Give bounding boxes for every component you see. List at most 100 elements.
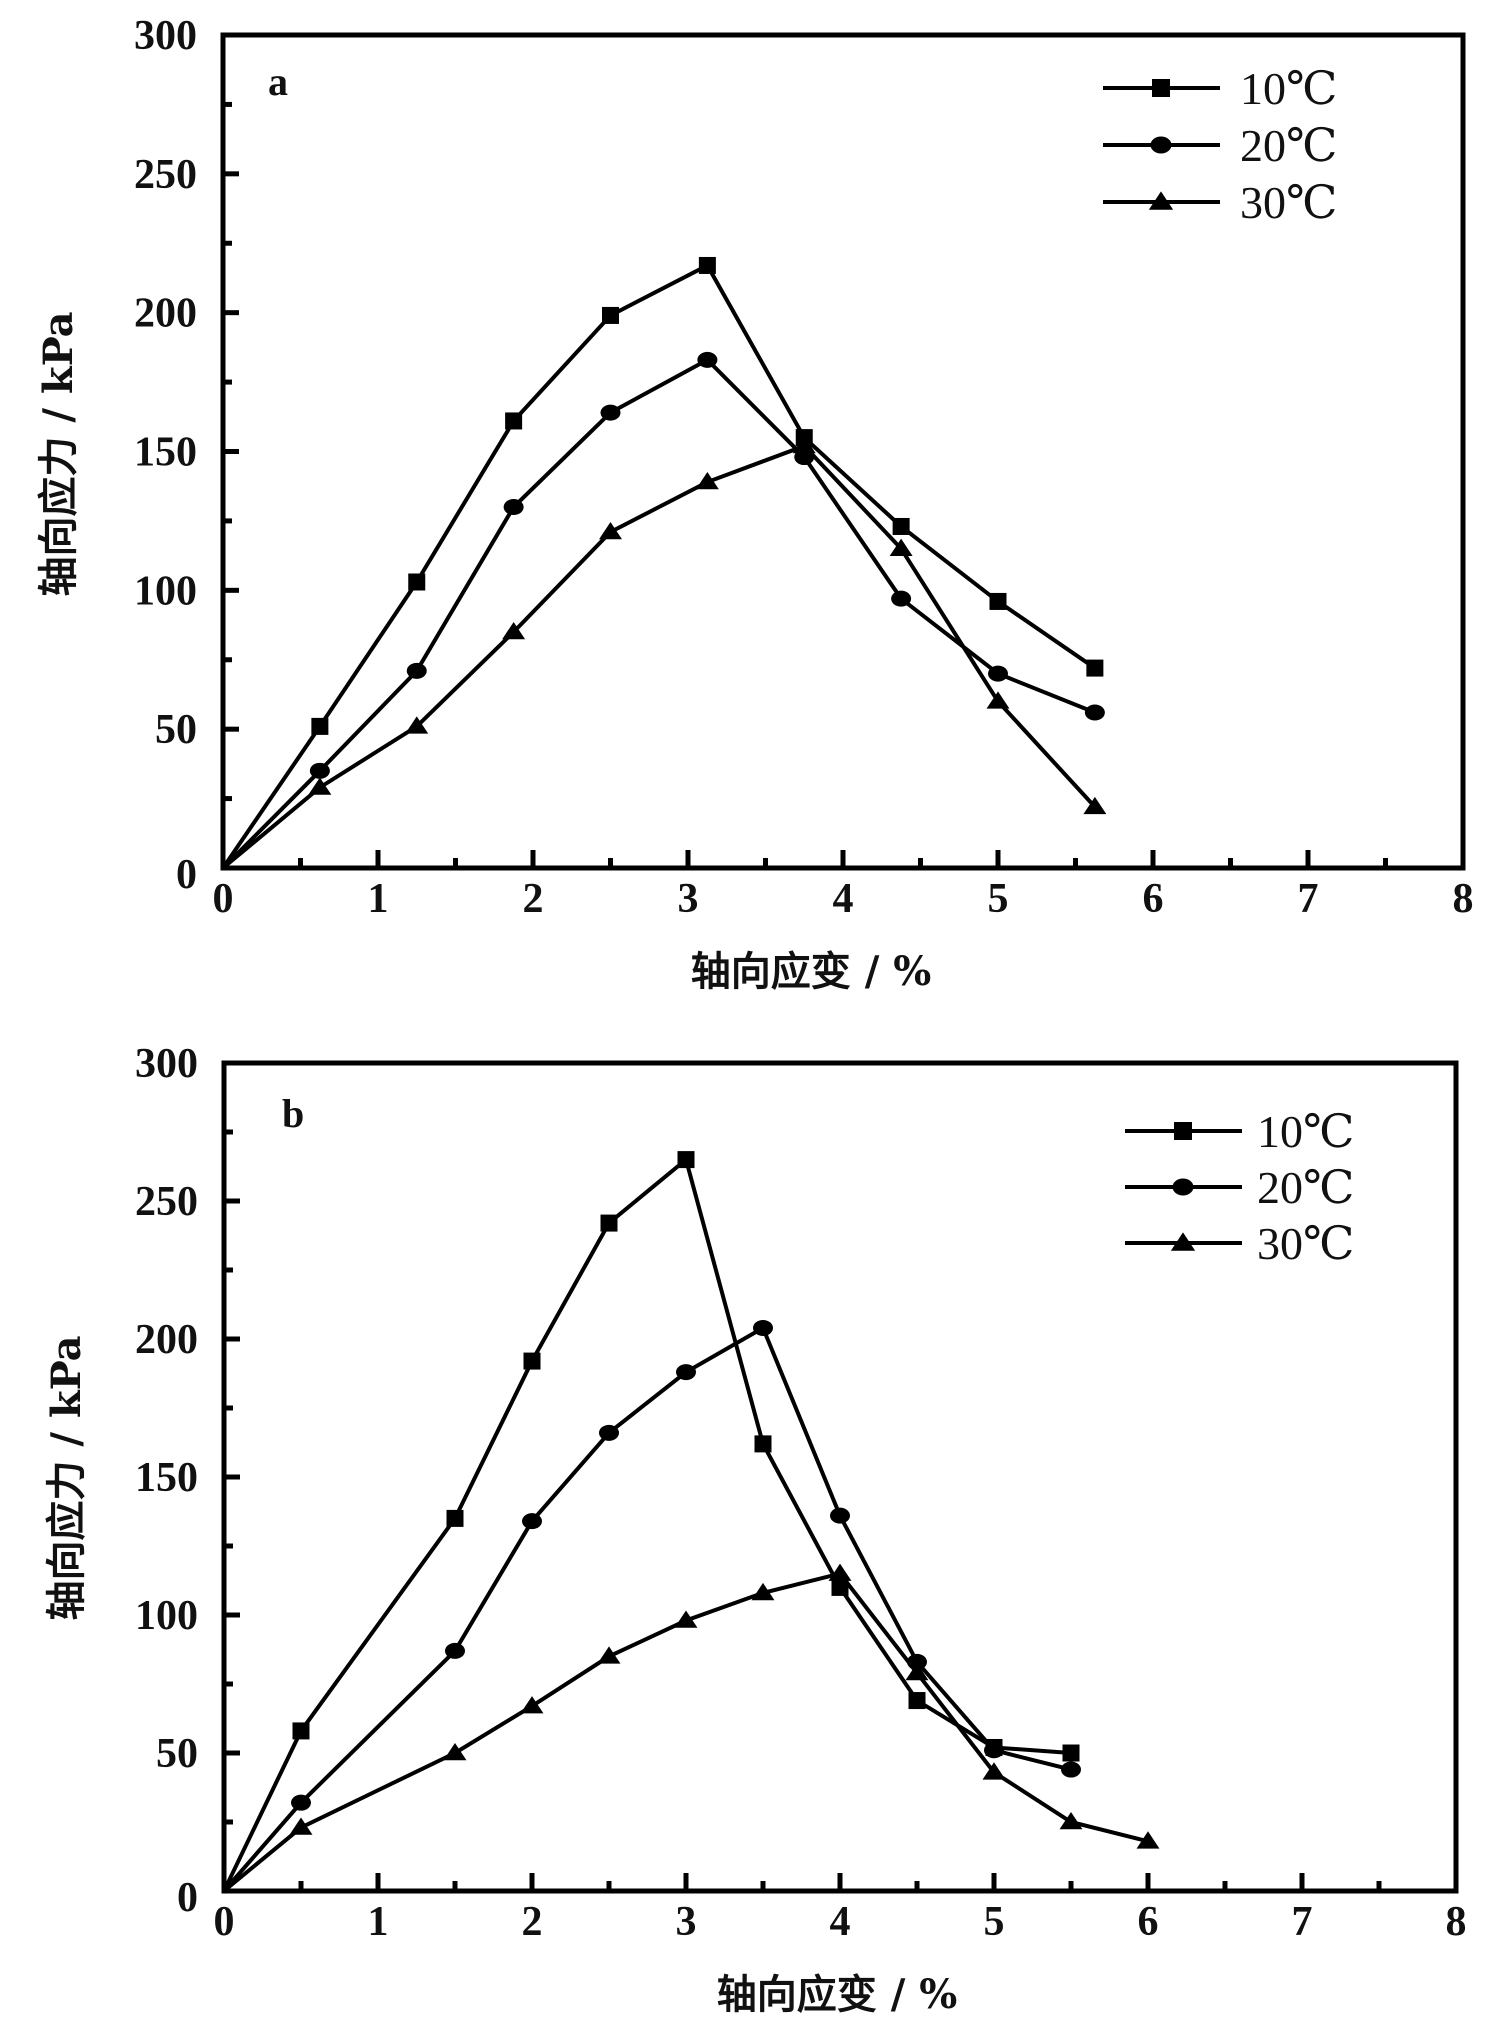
legend-label: 30℃: [1240, 177, 1337, 228]
x-tick-label: 2: [523, 876, 544, 922]
x-tick-label: 0: [213, 876, 234, 922]
data-point-square: [292, 1722, 310, 1740]
x-tick-label: 7: [1292, 1899, 1313, 1945]
series-30℃: [222, 1563, 1160, 1893]
data-point-circle: [309, 762, 330, 779]
legend-marker-circle: [1172, 1178, 1194, 1196]
data-series: [221, 256, 1107, 870]
x-tick-label: 0: [214, 1899, 235, 1945]
axis-ticks: [224, 1129, 1382, 1891]
legend-item: 30℃: [1125, 1218, 1354, 1269]
data-point-square: [408, 573, 426, 591]
y-tick-label: 100: [134, 568, 197, 614]
y-tick-label: 150: [135, 1455, 198, 1501]
legend-marker-triangle: [1170, 1232, 1196, 1251]
legend-item: 30℃: [1103, 177, 1337, 228]
x-tick-label: 6: [1143, 876, 1164, 922]
y-tick-label: 100: [135, 1593, 198, 1639]
y-tick-label: 50: [155, 707, 197, 753]
legend: 10℃20℃30℃: [1125, 1106, 1354, 1269]
axis-ticks: [223, 101, 1388, 868]
y-tick-label: 0: [176, 852, 197, 898]
data-point-triangle: [889, 538, 913, 556]
data-point-square: [523, 1352, 541, 1370]
data-point-square: [698, 256, 716, 274]
data-point-triangle: [502, 621, 526, 640]
y-axis-title: 轴向应力 / kPa: [35, 311, 82, 596]
data-point-triangle: [1059, 1811, 1083, 1830]
legend-marker-circle: [1150, 136, 1172, 154]
data-point-circle: [1084, 704, 1105, 721]
data-point-square: [989, 592, 1007, 610]
data-point-triangle: [520, 1696, 544, 1714]
data-point-triangle: [289, 1817, 313, 1835]
data-series: [222, 1151, 1160, 1893]
series-20℃: [221, 351, 1105, 870]
data-point-square: [892, 517, 910, 535]
data-point-circle: [599, 1424, 619, 1441]
y-tick-label: 200: [134, 291, 197, 337]
data-point-square: [1062, 1744, 1080, 1762]
data-point-triangle: [597, 1646, 621, 1664]
x-tick-label: 1: [368, 1899, 389, 1945]
data-point-triangle: [674, 1610, 698, 1628]
data-point-triangle: [905, 1662, 929, 1681]
series-20℃: [222, 1319, 1081, 1893]
panel-label: a: [268, 59, 288, 104]
data-point-circle: [1061, 1761, 1081, 1778]
data-point-square: [1086, 659, 1104, 677]
x-axis-title: 轴向应变 / %: [717, 1971, 957, 2018]
data-point-circle: [503, 499, 524, 516]
data-point-circle: [406, 662, 427, 679]
y-tick-label: 50: [156, 1731, 198, 1777]
data-point-square: [908, 1692, 926, 1710]
data-point-square: [446, 1509, 464, 1527]
data-point-circle: [830, 1507, 850, 1524]
y-axis-title: 轴向应力 / kPa: [43, 1335, 90, 1620]
data-point-triangle: [982, 1762, 1006, 1780]
x-tick-label: 2: [522, 1899, 543, 1945]
legend-item: 10℃: [1125, 1106, 1354, 1157]
panel-label: b: [282, 1091, 304, 1136]
x-tick-label: 1: [368, 876, 389, 922]
data-point-triangle: [308, 777, 332, 795]
data-point-triangle: [599, 522, 622, 540]
data-point-circle: [600, 404, 621, 421]
x-tick-label: 3: [678, 876, 699, 922]
data-point-triangle: [1083, 796, 1107, 815]
y-tick-label: 150: [134, 430, 197, 476]
x-tick-label: 5: [988, 876, 1009, 922]
x-tick-label: 8: [1446, 1899, 1467, 1945]
x-tick-label: 5: [984, 1899, 1005, 1945]
legend-label: 10℃: [1240, 63, 1337, 114]
x-tick-label: 3: [676, 1899, 697, 1945]
data-point-square: [600, 1214, 618, 1232]
data-point-square: [831, 1578, 849, 1596]
x-tick-label: 6: [1138, 1899, 1159, 1945]
legend-label: 10℃: [1257, 1106, 1354, 1157]
y-tick-label: 200: [135, 1317, 198, 1363]
legend-label: 20℃: [1257, 1162, 1354, 1213]
data-point-circle: [445, 1642, 465, 1659]
data-point-square: [505, 412, 523, 430]
data-point-circle: [753, 1319, 773, 1336]
data-point-triangle: [828, 1563, 852, 1581]
data-point-triangle: [751, 1582, 775, 1601]
series-10℃: [221, 256, 1104, 870]
data-point-circle: [988, 665, 1008, 682]
y-tick-label: 300: [134, 13, 197, 59]
data-point-circle: [891, 590, 912, 607]
data-point-square: [311, 717, 329, 735]
tick-labels: 0 1 2 3 4 5 6 7 8 0 50 100 150 200 250 300: [135, 1041, 1467, 1945]
y-tick-label: 250: [135, 1179, 198, 1225]
data-point-square: [602, 306, 619, 324]
legend-item: 10℃: [1103, 63, 1337, 114]
legend-item: 20℃: [1103, 120, 1337, 171]
tick-labels: 0 1 2 3 4 5 6 7 8 0 50 100 150 200 250 300: [134, 13, 1474, 922]
series-line: [221, 443, 1097, 870]
data-point-square: [677, 1151, 695, 1169]
x-tick-label: 4: [833, 876, 854, 922]
series-line: [221, 262, 1097, 870]
